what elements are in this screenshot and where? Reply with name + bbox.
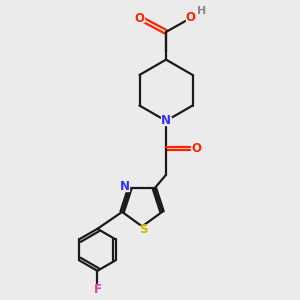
Text: H: H (197, 6, 206, 16)
Text: S: S (139, 224, 148, 236)
Text: O: O (134, 12, 144, 25)
Text: F: F (93, 283, 101, 296)
Text: N: N (119, 181, 130, 194)
Text: O: O (186, 11, 196, 24)
Bar (134, 14, 144, 22)
Text: O: O (191, 142, 201, 155)
Bar (161, 117, 171, 125)
Bar (93, 286, 102, 294)
Bar (120, 183, 129, 191)
Bar (192, 145, 201, 153)
Bar (186, 14, 196, 22)
Text: N: N (161, 114, 171, 128)
Bar (139, 226, 148, 234)
